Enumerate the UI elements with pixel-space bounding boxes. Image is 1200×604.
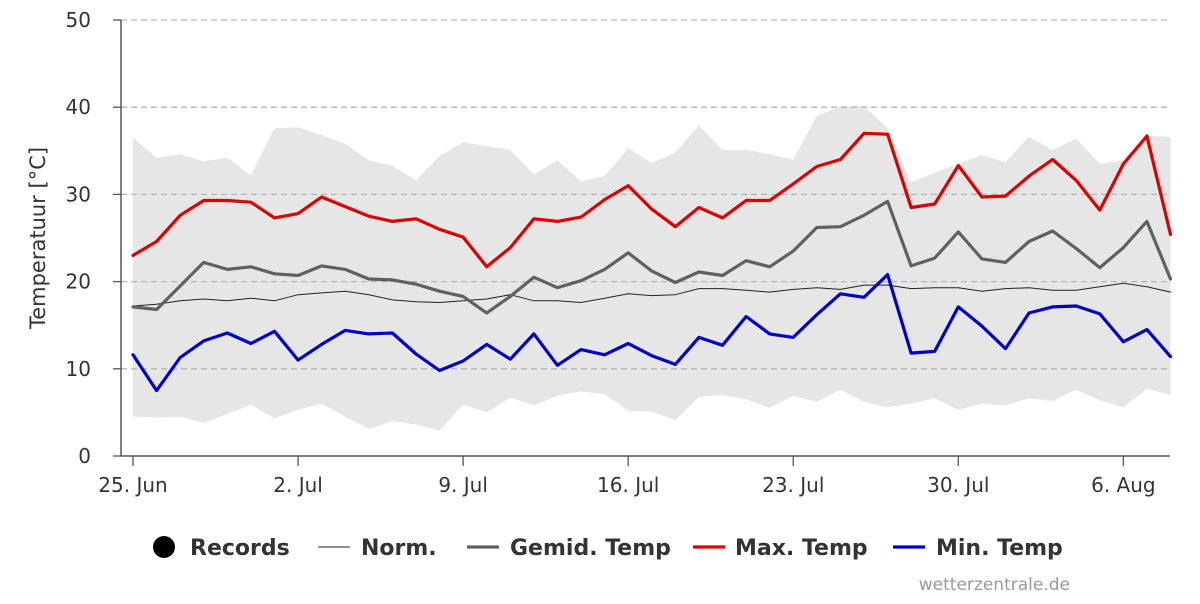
x-tick-label-4: 23. Jul (762, 473, 824, 497)
y-tick-label-30: 30 (66, 182, 91, 206)
series-line-gemid-temp (131, 199, 1173, 315)
legend-item-max-temp[interactable]: Max. Temp (693, 536, 868, 561)
legend-item-norm[interactable]: Norm. (318, 536, 437, 561)
series-line-max-temp (131, 131, 1173, 269)
series-line-norm (132, 282, 1171, 307)
x-tick-label-0: 25. Jun (98, 473, 167, 497)
legend-item-gemid-temp[interactable]: Gemid. Temp (467, 536, 671, 561)
legend: Records Norm. Gemid. Temp Max. Temp Min.… (153, 536, 1063, 561)
x-tick-label-3: 16. Jul (597, 473, 659, 497)
legend-label-norm: Norm. (361, 536, 437, 561)
x-tick-labels: 25. Jun 2. Jul 9. Jul 16. Jul 23. Jul 30. Jul… (98, 473, 1155, 497)
legend-label-records: Records (190, 536, 290, 561)
x-tick-label-5: 30. Jul (927, 473, 989, 497)
x-tick-label-2: 9. Jul (438, 473, 488, 497)
legend-item-min-temp[interactable]: Min. Temp (893, 536, 1063, 561)
series-layer (131, 131, 1173, 393)
legend-label-max-temp: Max. Temp (735, 536, 868, 561)
axes (120, 20, 1170, 457)
y-tick-label-20: 20 (66, 270, 91, 294)
series-line-min-temp (131, 273, 1173, 393)
credit-label: wetterzentrale.de (919, 575, 1070, 595)
y-tick-labels: 0 10 20 30 40 50 (66, 8, 91, 468)
legend-item-records[interactable]: Records (153, 536, 290, 561)
legend-marker-records (153, 536, 175, 558)
records-band (133, 106, 1171, 431)
y-tick-label-10: 10 (66, 357, 91, 381)
x-tick-label-1: 2. Jul (273, 473, 323, 497)
records-band-layer (133, 106, 1171, 431)
y-axis-label: Temperatuur [°C] (26, 147, 50, 330)
y-tick-label-0: 0 (78, 444, 91, 468)
legend-label-gemid-temp: Gemid. Temp (510, 536, 671, 561)
y-tick-label-40: 40 (66, 95, 91, 119)
x-tick-label-6: 6. Aug (1091, 473, 1156, 497)
gridlines (113, 19, 1170, 466)
y-tick-label-50: 50 (66, 8, 91, 32)
legend-label-min-temp: Min. Temp (936, 536, 1063, 561)
